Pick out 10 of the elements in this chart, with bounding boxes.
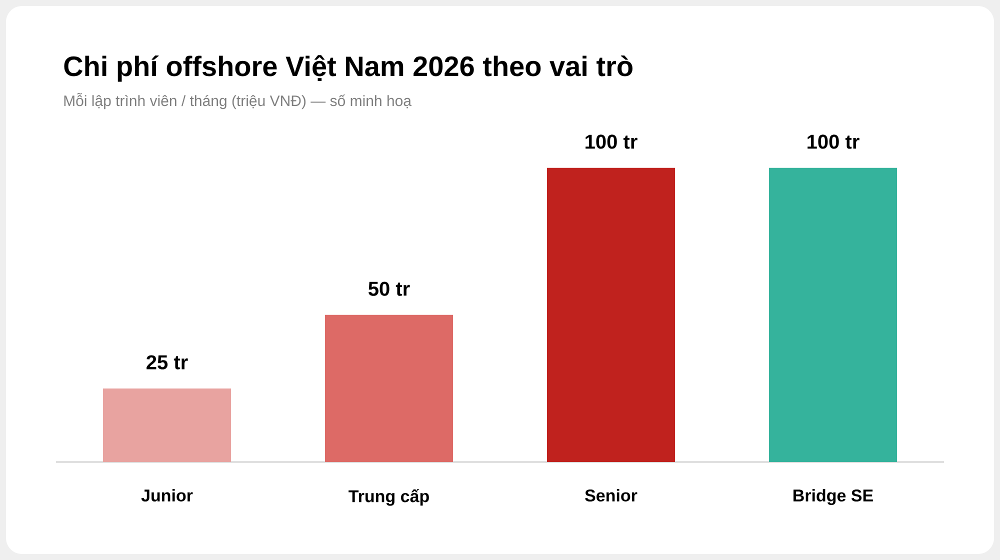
data-label: 100 tr xyxy=(586,134,638,149)
data-label: 25 tr xyxy=(146,355,188,370)
x-tick-label: Senior xyxy=(585,489,638,502)
x-tick-label: Trung cấp xyxy=(348,489,429,506)
x-tick-label: Junior xyxy=(141,489,193,502)
chart-subtitle: Mỗi lập trình viên / tháng (triệu VNĐ) — số minh hoạ xyxy=(64,93,412,110)
x-tick-label: Bridge SE xyxy=(794,489,873,505)
data-label: 100 tr xyxy=(808,134,860,149)
chart-title: Chi phí offshore Việt Nam 2026 theo vai trò xyxy=(64,55,632,82)
data-label: 50 tr xyxy=(368,282,410,296)
